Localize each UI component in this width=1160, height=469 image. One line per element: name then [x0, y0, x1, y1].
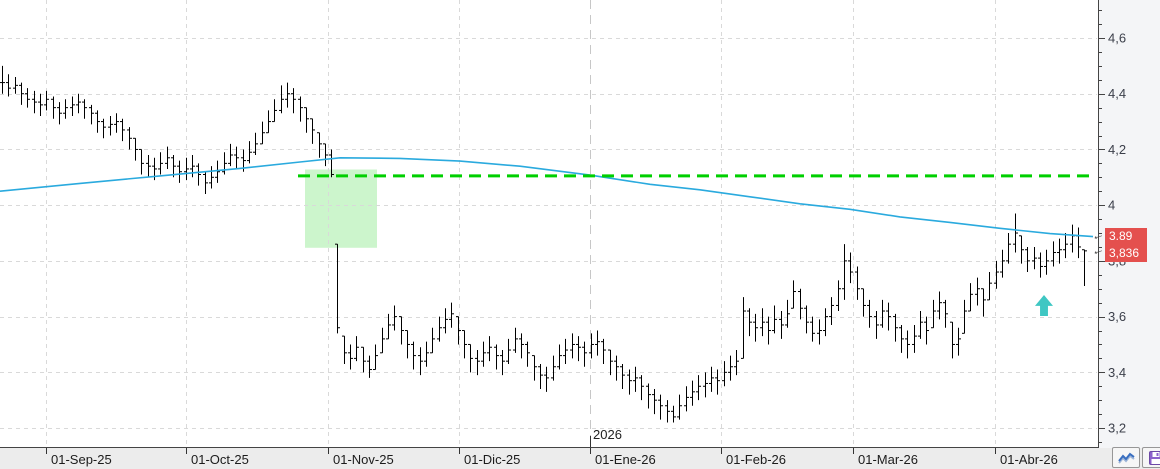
save-button[interactable]	[1142, 447, 1160, 468]
x-axis-ticks: 01-Sep-25 01-Oct-25 01-Nov-25 01-Dic-25 01-E…	[46, 448, 1058, 467]
y-axis-tick-label: 3,2	[1108, 421, 1126, 436]
x-axis-tick-label: 01-Mar-26	[858, 452, 918, 467]
x-axis-tick-label: 01-Nov-25	[333, 452, 394, 467]
ohlc-bars	[0, 65, 1087, 423]
y-axis-tick-label: 4,2	[1108, 142, 1126, 157]
x-axis-strip	[0, 448, 1160, 469]
save-icon	[1149, 450, 1160, 465]
zigzag-icon	[1117, 451, 1135, 464]
y-axis-tick-label: 3,4	[1108, 365, 1126, 380]
y-axis-margin	[1098, 0, 1160, 448]
x-axis-tick-label: 01-Dic-25	[464, 452, 520, 467]
last-price-tag: 3,836	[1105, 244, 1147, 262]
zigzag-chart-button[interactable]	[1112, 447, 1140, 468]
y-axis-ticks	[1098, 10, 1105, 443]
x-axis-tick-label: 01-Oct-25	[191, 452, 249, 467]
x-axis-tick-label: 01-Sep-25	[51, 452, 112, 467]
x-axis-tick-label: 01-Feb-26	[726, 452, 786, 467]
y-axis-tick-label: 4,4	[1108, 86, 1126, 101]
y-axis-tick-label: 3,6	[1108, 309, 1126, 324]
y-axis-tick-label: 4,6	[1108, 31, 1126, 46]
moving-average-line	[0, 156, 1094, 238]
x-axis-tick-label: 01-Ene-26	[595, 452, 656, 467]
y-axis-tick-label: 4	[1108, 198, 1115, 213]
ma-price-tag: 3.89	[1105, 227, 1147, 245]
gap-zone-highlight	[305, 169, 377, 248]
year-label: 2026	[593, 427, 622, 442]
buy-signal-arrow-icon	[1034, 295, 1053, 316]
x-axis-tick-label: 01-Abr-26	[1000, 452, 1058, 467]
gridlines	[0, 0, 1097, 447]
